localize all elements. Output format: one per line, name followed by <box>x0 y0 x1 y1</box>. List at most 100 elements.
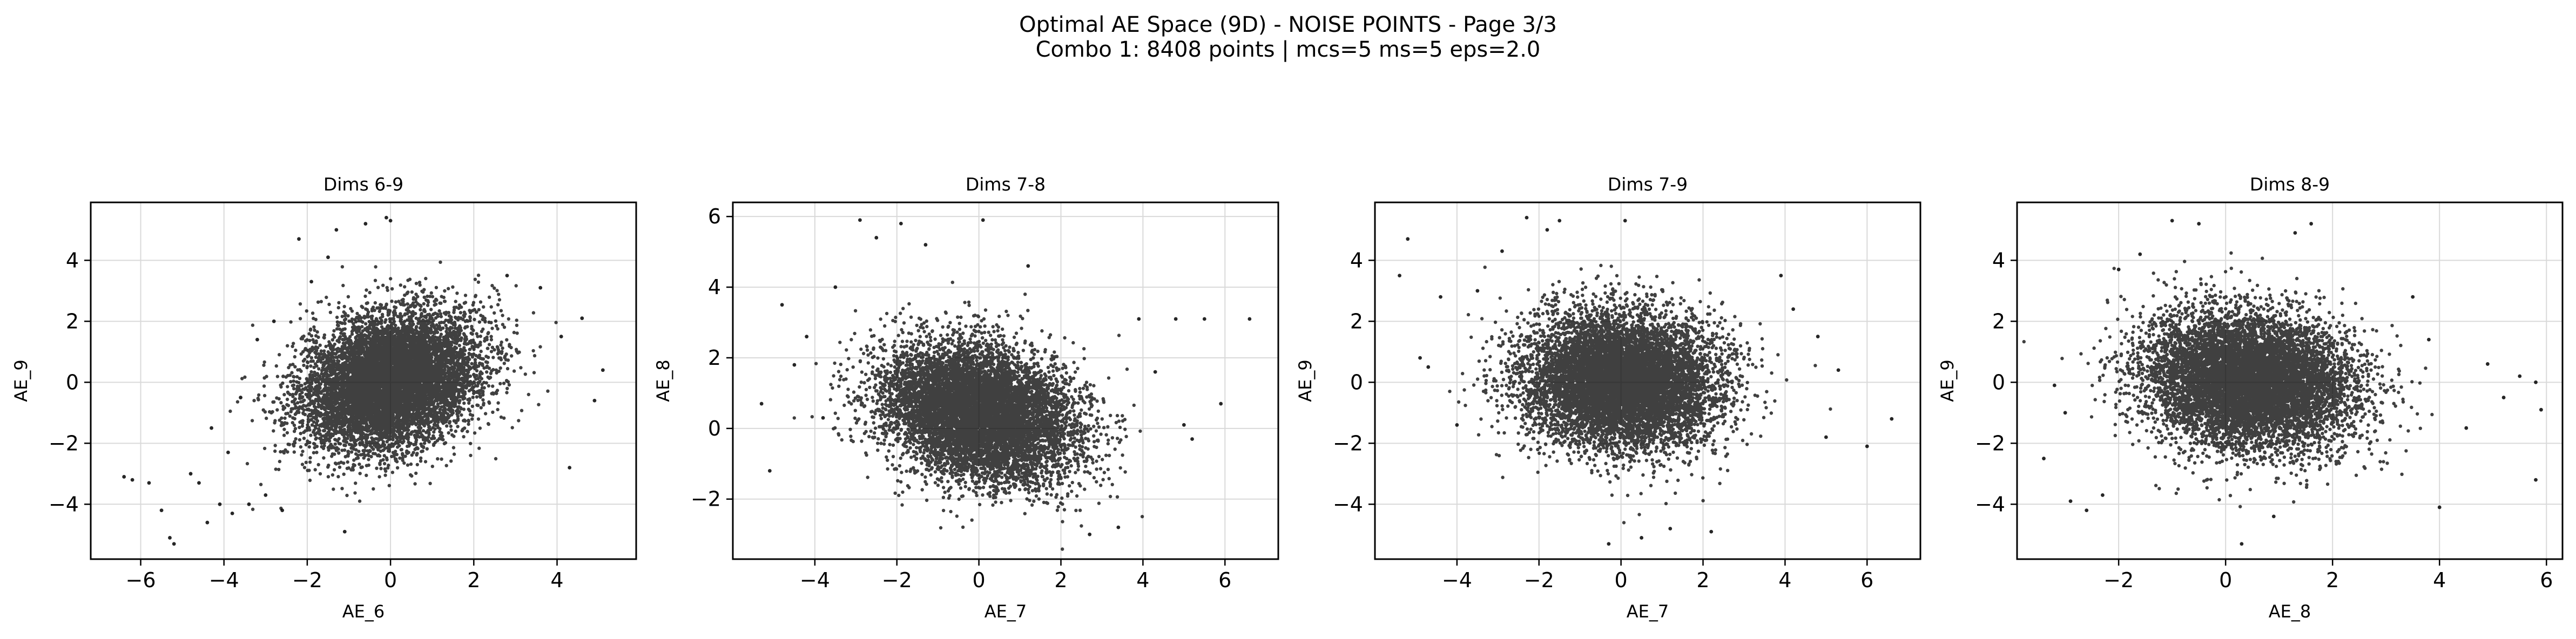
y-axis-label: AE_9 <box>1295 359 1316 402</box>
data-point <box>538 285 543 290</box>
data-point <box>1500 249 1504 253</box>
data-point <box>2485 362 2490 366</box>
panel-title: Dims 6-9 <box>323 174 403 195</box>
data-point <box>1824 435 1828 439</box>
data-point <box>1137 317 1141 321</box>
x-tick-label: 2 <box>2326 568 2339 592</box>
y-tick-label: −4 <box>49 492 79 516</box>
y-tick-label: 2 <box>708 346 721 370</box>
x-tick-label: 0 <box>2219 568 2232 592</box>
data-point <box>168 536 172 540</box>
y-tick-label: 0 <box>1350 370 1363 394</box>
data-point <box>2116 267 2121 271</box>
data-point <box>874 236 879 240</box>
data-point <box>1088 532 1092 536</box>
data-point <box>1709 529 1714 534</box>
data-point <box>1623 219 1627 223</box>
data-point <box>334 228 339 232</box>
data-point <box>1116 525 1121 529</box>
data-point <box>2170 219 2174 223</box>
data-point <box>792 363 797 367</box>
data-point <box>2085 508 2089 513</box>
y-tick-label: 2 <box>66 309 79 333</box>
data-point <box>1418 356 1422 360</box>
data-point <box>1439 295 1442 299</box>
data-point <box>363 222 368 226</box>
data-point <box>1865 444 1869 448</box>
y-tick-label: −2 <box>1975 431 2005 455</box>
data-point <box>1640 536 1644 540</box>
data-point <box>1455 423 1459 427</box>
data-point <box>1475 289 1480 293</box>
x-axis-label: AE_7 <box>984 601 1027 622</box>
y-tick-label: −2 <box>1333 431 1363 455</box>
axes-frame <box>732 201 1279 560</box>
data-point <box>592 398 597 403</box>
x-tick-label: 4 <box>1778 568 1791 592</box>
y-tick-label: 2 <box>1992 309 2005 333</box>
x-tick-label: −2 <box>882 568 912 592</box>
data-point <box>1219 402 1223 406</box>
data-point <box>2068 499 2073 504</box>
panel-title: Dims 7-8 <box>966 174 1046 195</box>
x-tick-label: −6 <box>126 568 156 592</box>
data-point <box>264 493 268 497</box>
data-point <box>2138 252 2142 256</box>
x-tick-label: 6 <box>1218 568 1231 592</box>
data-point <box>1668 527 1673 531</box>
x-tick-label: −2 <box>1524 568 1554 592</box>
data-point <box>1525 215 1529 220</box>
data-point <box>2063 411 2067 415</box>
x-tick-label: −4 <box>1442 568 1472 592</box>
data-point <box>1779 274 1783 277</box>
data-point <box>326 255 330 260</box>
data-point <box>388 219 393 223</box>
data-point <box>1426 365 1431 369</box>
data-point <box>2501 396 2506 399</box>
point-cluster <box>228 260 558 511</box>
x-axis-label: AE_6 <box>342 601 385 622</box>
y-tick-label: 0 <box>708 417 721 440</box>
y-tick-label: 2 <box>1350 309 1363 333</box>
data-point <box>2437 505 2442 509</box>
x-axis-label: AE_8 <box>2269 601 2311 622</box>
data-point <box>247 502 251 506</box>
scatter-panel: −4 −2 0 2 4 6 −2 0 2 4 6 Dims 7-8 AE_7 AE_8 <box>653 174 1279 622</box>
data-point <box>2534 478 2538 482</box>
x-tick-label: 4 <box>2433 568 2446 592</box>
data-point <box>239 396 242 399</box>
x-tick-label: 0 <box>1615 568 1628 592</box>
data-point <box>805 335 809 339</box>
x-tick-label: −2 <box>2103 568 2134 592</box>
data-point <box>2309 222 2314 226</box>
data-point <box>218 502 222 506</box>
data-point <box>1816 335 1820 338</box>
data-point <box>505 274 509 277</box>
data-point <box>767 468 772 473</box>
data-point <box>2464 426 2469 430</box>
point-cluster <box>2022 251 2434 508</box>
x-tick-label: 6 <box>2540 568 2553 592</box>
data-point <box>601 368 605 372</box>
panel-title: Dims 8-9 <box>2250 174 2330 195</box>
y-tick-label: −2 <box>49 431 79 455</box>
y-tick-label: 0 <box>1992 370 2005 394</box>
data-point <box>1190 437 1194 441</box>
x-tick-label: 4 <box>550 568 563 592</box>
data-point <box>568 466 572 470</box>
y-tick-label: 6 <box>708 205 721 228</box>
data-point <box>559 335 563 338</box>
data-point <box>2534 380 2538 384</box>
data-point <box>1398 274 1401 277</box>
x-tick-label: 2 <box>1054 568 1067 592</box>
y-axis-label: AE_9 <box>1937 359 1958 402</box>
data-point <box>923 243 928 247</box>
point-cloud <box>1398 215 1894 546</box>
data-point <box>1406 237 1410 241</box>
data-point <box>210 426 213 430</box>
y-tick-label: −4 <box>1333 492 1363 516</box>
data-point <box>2271 514 2276 519</box>
data-point <box>2411 295 2415 299</box>
data-point <box>1890 417 1894 421</box>
